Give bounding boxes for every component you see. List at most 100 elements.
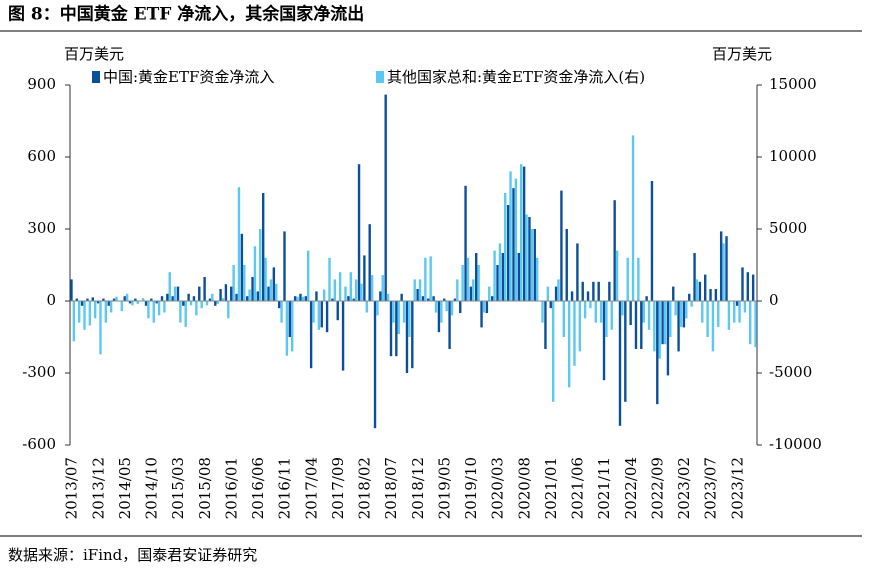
bar [115,296,118,301]
bar [357,164,361,301]
bar [341,301,345,371]
y-tick-label: 0 [46,291,56,309]
bar [237,187,241,301]
bar [469,286,473,301]
bar [304,296,307,301]
x-tick-label: 2018/07 [382,457,400,519]
bar [751,274,755,301]
bar [535,257,539,301]
bar [498,243,502,301]
bar [480,301,483,328]
bar [592,281,595,301]
bar [336,301,339,321]
bar [504,193,507,301]
bar [360,283,363,301]
bar [291,301,294,352]
x-tick-label: 2015/03 [169,457,187,519]
bar [293,296,297,301]
bar [216,301,219,304]
bar [602,301,606,381]
bar [224,284,228,301]
bar [198,286,201,301]
bar [349,272,352,301]
bar [411,301,414,369]
bar [626,257,629,301]
x-tick-label: 2019/05 [435,457,453,519]
bar [608,281,611,301]
bar [400,293,403,301]
bar [533,229,536,301]
bar [437,301,441,333]
bar [176,286,180,301]
x-tick-label: 2022/09 [648,457,666,519]
bar [589,301,592,309]
bar [144,301,148,306]
y-tick-label: 300 [27,219,56,237]
bar [80,301,84,306]
bar [331,298,334,301]
bar [395,301,398,357]
bar [128,301,132,304]
bar [733,301,736,323]
chart-title: 图 8：中国黄金 ETF 净流入，其余国家净流出 [8,4,364,25]
y-tick-label: 900 [27,75,56,93]
bar [685,301,688,319]
legend-swatch [92,71,100,83]
bar [152,301,155,323]
bar [338,272,342,301]
source: 数据来源：iFind，国泰君安证券研究 [8,546,257,564]
bar [296,296,299,301]
x-tick-label: 2014/05 [116,457,134,519]
bar [450,301,454,316]
bar [453,298,457,301]
bar [522,166,526,301]
x-tick-label: 2020/08 [515,457,533,519]
bar [554,286,558,301]
bar [741,267,744,301]
bar [333,279,337,301]
bar [443,298,446,301]
bar [240,233,244,301]
y-axis-label: 百万美元 [64,45,124,63]
bar [112,298,116,301]
bar [256,291,260,301]
bar [512,188,515,301]
y-tick-label: -300 [22,363,56,381]
bar [485,301,489,313]
bar [490,296,494,301]
x-tick-label: 2017/04 [302,457,320,519]
bar [182,301,185,306]
x-tick-label: 2014/10 [143,457,161,519]
bar [544,301,547,349]
bar [434,301,438,313]
bar [698,281,702,301]
bar [192,296,196,301]
bar [397,301,400,335]
legend-label: 其他国家总和:黄金ETF资金净流入(右) [387,68,645,86]
bar [663,301,667,345]
bar [528,217,531,301]
bar [440,301,443,323]
y2-tick-label: 5000 [769,219,807,237]
bar [525,214,528,301]
bar [573,301,576,366]
bar [688,293,691,301]
bar [325,301,329,333]
bar [77,301,81,323]
bar [389,301,393,357]
bar [448,301,451,349]
x-tick-label: 2018/12 [409,457,427,519]
bar [514,178,518,301]
bar [695,279,699,301]
bar [211,293,214,301]
bar [131,301,134,306]
bar [283,231,286,301]
bar [288,301,292,337]
bar [347,296,350,301]
x-tick-label: 2018/02 [356,457,374,519]
bar [219,289,222,301]
bar [541,301,544,323]
bar [551,301,555,402]
bar [179,301,182,323]
